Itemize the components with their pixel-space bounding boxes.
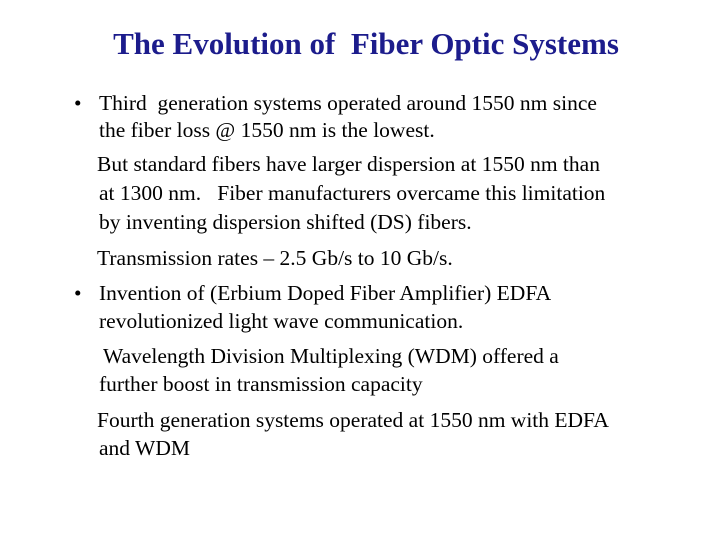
text-line: further boost in transmission capacity <box>99 372 423 396</box>
text-line: Invention of (Erbium Doped Fiber Amplifi… <box>99 281 552 305</box>
text-line: Third generation systems operated around… <box>99 91 597 115</box>
text-line: Fourth generation systems operated at 15… <box>97 408 609 432</box>
text-line: Wavelength Division Multiplexing (WDM) o… <box>103 344 559 368</box>
bullet-marker <box>74 280 82 306</box>
slide-title: The Evolution of Fiber Optic Systems <box>113 26 619 61</box>
text-line: by inventing dispersion shifted (DS) fib… <box>99 210 472 234</box>
text-line: revolutionized light wave communication. <box>99 309 464 333</box>
text-line: But standard fibers have larger dispersi… <box>97 152 600 176</box>
text-line: Transmission rates – 2.5 Gb/s to 10 Gb/s… <box>97 246 453 270</box>
text-line: and WDM <box>99 436 190 460</box>
bullet-marker <box>74 90 82 116</box>
text-line: the fiber loss @ 1550 nm is the lowest. <box>99 118 435 142</box>
text-line: at 1300 nm. Fiber manufacturers overcame… <box>99 181 606 205</box>
